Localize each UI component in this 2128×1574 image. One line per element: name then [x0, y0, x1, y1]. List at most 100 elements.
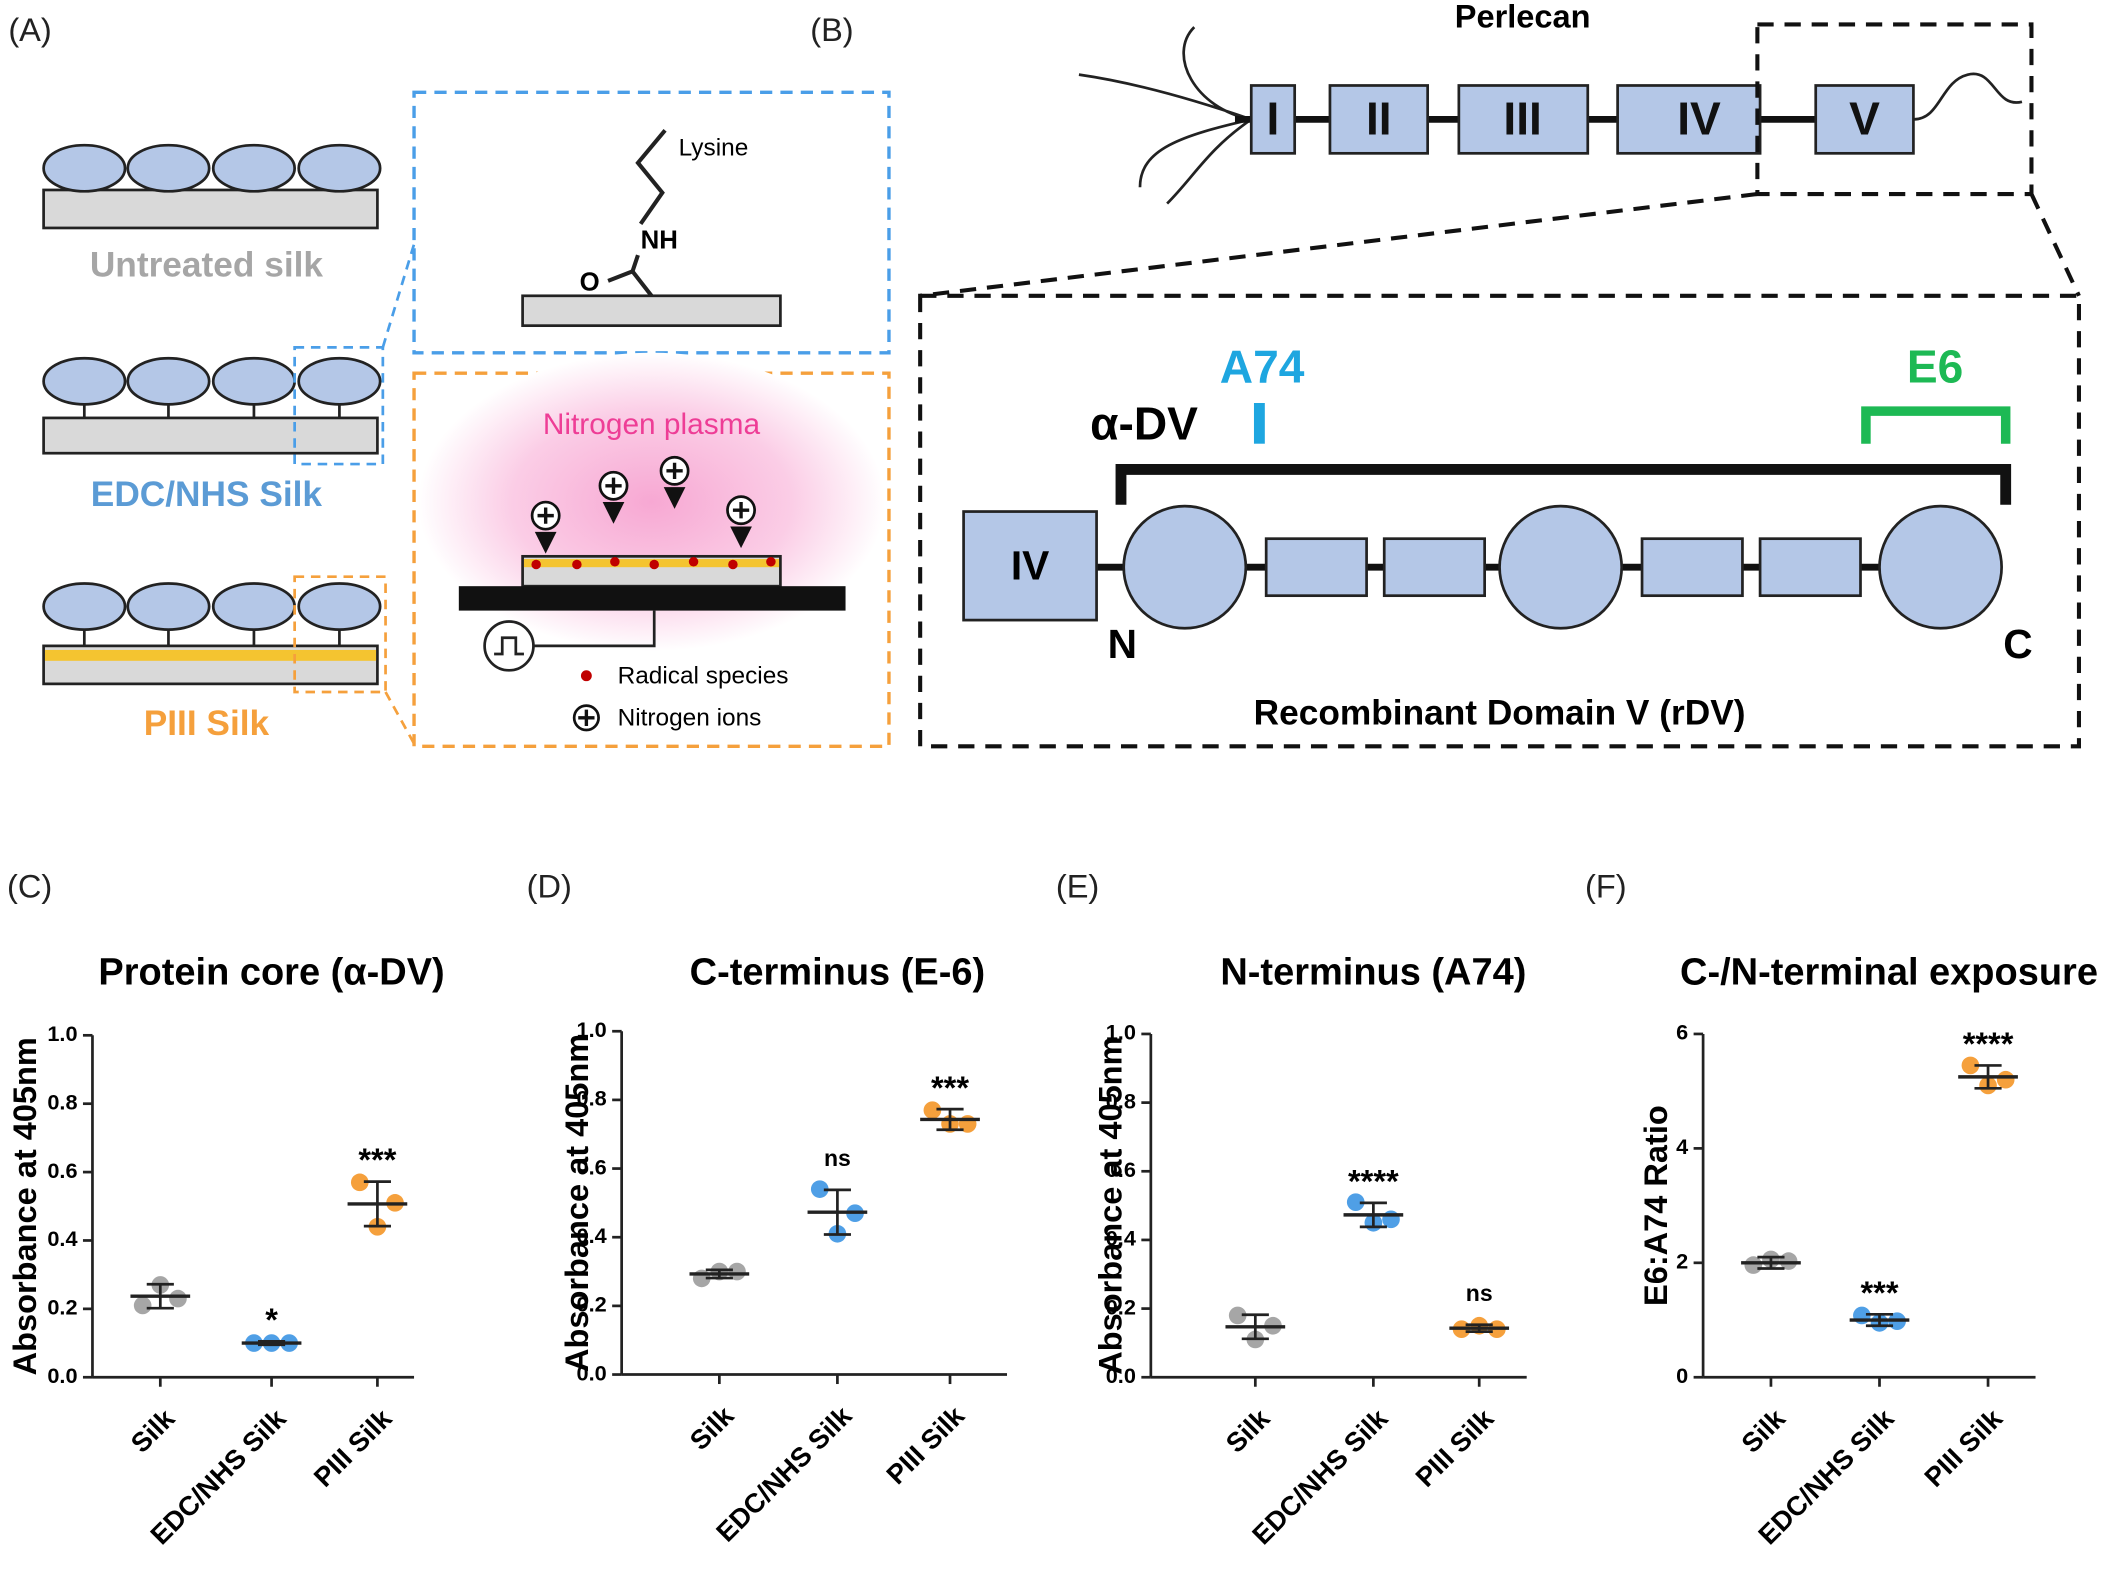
significance-label: *	[265, 1302, 278, 1338]
legend-label: Radical species	[618, 663, 789, 690]
radicals	[531, 557, 776, 570]
data-point	[1346, 1193, 1365, 1211]
surface-label: PIII Silk	[144, 704, 270, 743]
chart-panel: (D) C-terminus (E-6) Absorbance at 405nm0.…	[527, 868, 1008, 1548]
data-point	[923, 1101, 942, 1120]
terminus-label: C	[2003, 621, 2032, 667]
significance-label: ***	[1860, 1275, 1898, 1311]
y-tick-label: 2	[1676, 1249, 1688, 1274]
antibody-label: E6	[1907, 341, 1963, 393]
zoom-frame	[918, 22, 2081, 749]
proteins	[42, 143, 382, 193]
panel-label: (D)	[527, 868, 572, 904]
chart-panel: (C) Protein core (α-DV) Absorbance at 405n…	[7, 868, 445, 1550]
epitope-bracket	[1861, 406, 2011, 444]
y-tick-label: 0	[1676, 1363, 1688, 1388]
zoom-line	[381, 243, 416, 348]
x-tick-label: Silk	[1735, 1402, 1792, 1459]
treated-layer	[44, 649, 377, 661]
atom-label: NH	[641, 226, 678, 254]
significance-label: ***	[931, 1070, 969, 1106]
wire	[533, 610, 656, 648]
data-point	[1382, 1210, 1400, 1229]
chart-panel: (E) N-terminus (A74) Absorbance at 405nm0.…	[1056, 868, 1527, 1550]
y-tick-label: 0.0	[577, 1360, 607, 1385]
zoom-box	[293, 575, 387, 694]
panel-label: (C)	[7, 868, 52, 904]
x-tick-label: PIII Silk	[880, 1399, 971, 1490]
x-tick-label: Silk	[683, 1399, 740, 1456]
x-tick-label: Silk	[124, 1402, 181, 1459]
zoom-line	[384, 691, 416, 745]
chart-title: N-terminus (A74)	[1220, 951, 1526, 993]
lysine-chain	[635, 128, 667, 226]
epitope-bracket	[1115, 464, 2012, 505]
domain-label: II	[1366, 92, 1392, 144]
data-point	[350, 1173, 369, 1192]
ion-plus	[537, 462, 750, 726]
y-tick-label: 0.4	[47, 1226, 77, 1251]
y-tick-label: 0.0	[1106, 1363, 1136, 1388]
y-tick-label: 0.8	[1106, 1088, 1136, 1113]
data-point	[728, 1262, 746, 1281]
proteins	[42, 582, 382, 631]
domain-label: IV	[1011, 542, 1049, 588]
significance-label: ****	[1963, 1026, 2014, 1062]
y-tick-label: 0.2	[47, 1295, 77, 1320]
proteins	[42, 356, 382, 406]
y-axis-label: Absorbance at 405nm	[559, 1034, 595, 1372]
chart-title: Protein core (α-DV)	[98, 951, 444, 993]
y-tick-label: 0.6	[577, 1154, 607, 1179]
chart-title: C-/N-terminal exposure	[1680, 951, 2098, 993]
panel-a: (A) Untreated silk EDC/NHS Silk PIII Sil…	[8, 12, 891, 748]
significance-label: ****	[1348, 1163, 1399, 1199]
chart-panel: (F) C-/N-terminal exposure E6:A74 Ratio 0 2 4…	[1585, 868, 2098, 1550]
atom-label: O	[580, 268, 600, 296]
y-tick-label: 0.0	[47, 1363, 77, 1388]
stage	[458, 586, 846, 611]
y-tick-label: 6	[1676, 1020, 1688, 1045]
legend-label: Nitrogen ions	[618, 705, 762, 732]
protein-title: Perlecan	[1455, 0, 1591, 35]
caption: Recombinant Domain V (rDV)	[1254, 693, 1746, 732]
y-tick-label: 0.4	[577, 1223, 607, 1248]
y-tick-label: 1.0	[577, 1017, 607, 1042]
antibody-label: α-DV	[1090, 398, 1198, 450]
y-axis-label: Absorbance at 405nm	[1092, 1036, 1128, 1374]
glycan-chains	[1078, 26, 2023, 205]
x-tick-label: PIII Silk	[307, 1402, 398, 1493]
y-tick-label: 0.2	[1106, 1294, 1136, 1319]
significance-label: ns	[824, 1145, 851, 1171]
data-point	[1961, 1056, 1980, 1075]
surface-label: EDC/NHS Silk	[91, 475, 323, 514]
domain-label: I	[1267, 92, 1280, 144]
inset-box	[412, 371, 891, 748]
domain-label: III	[1503, 92, 1541, 144]
legend-marker	[580, 670, 592, 682]
y-tick-label: 0.6	[1106, 1157, 1136, 1182]
panel-b: (B) Perlecan I II III IV V IV N C α-DV	[810, 0, 2081, 749]
domain-label: V	[1849, 92, 1880, 144]
y-tick-label: 0.4	[1106, 1226, 1136, 1251]
panel-label: (B)	[810, 12, 853, 48]
data-point	[810, 1180, 829, 1198]
substrate	[521, 294, 782, 328]
chart-title: C-terminus (E-6)	[690, 951, 985, 993]
data-point	[1996, 1070, 2015, 1089]
substrate	[42, 188, 379, 230]
y-tick-label: 1.0	[1106, 1020, 1136, 1045]
significance-label: ns	[1466, 1280, 1493, 1306]
data-point	[169, 1289, 187, 1308]
y-tick-label: 1.0	[47, 1021, 77, 1046]
x-tick-label: Silk	[1219, 1402, 1276, 1459]
significance-label: ***	[358, 1142, 396, 1178]
y-tick-label: 0.6	[47, 1158, 77, 1183]
y-tick-label: 0.2	[577, 1292, 607, 1317]
bond	[630, 254, 640, 273]
epitope-mark	[1253, 402, 1265, 444]
y-tick-label: 4	[1676, 1134, 1688, 1159]
charts: (C) Protein core (α-DV) Absorbance at 405n…	[7, 868, 2098, 1550]
x-tick-label: PIII Silk	[1918, 1402, 2009, 1493]
subdomains	[962, 504, 2003, 630]
surface-label: Untreated silk	[90, 246, 324, 285]
